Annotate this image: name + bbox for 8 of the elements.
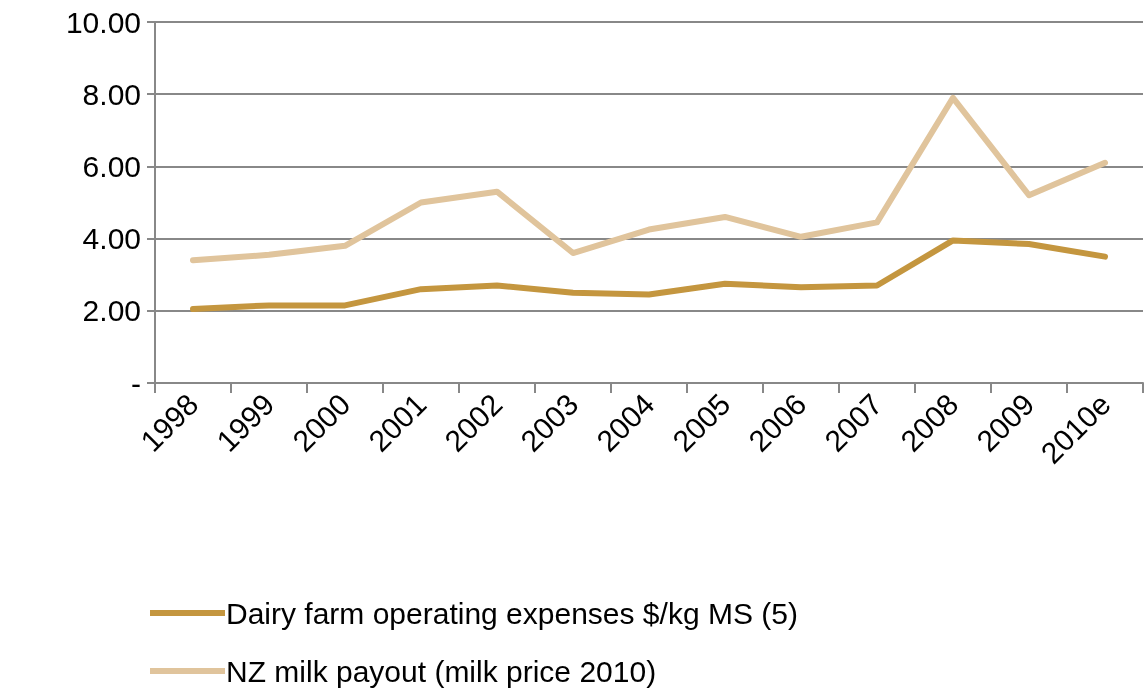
y-tick-label: 10.00 [65, 5, 141, 39]
y-tick-label: - [131, 366, 141, 400]
y-tick-label: 6.00 [82, 149, 141, 183]
y-tick-label: 8.00 [82, 77, 141, 111]
legend-label: Dairy farm operating expenses $/kg MS (5) [226, 596, 798, 630]
legend-label: NZ milk payout (milk price 2010) [226, 654, 657, 688]
y-tick-label: 2.00 [82, 294, 141, 328]
y-tick-label: 4.00 [82, 222, 141, 256]
